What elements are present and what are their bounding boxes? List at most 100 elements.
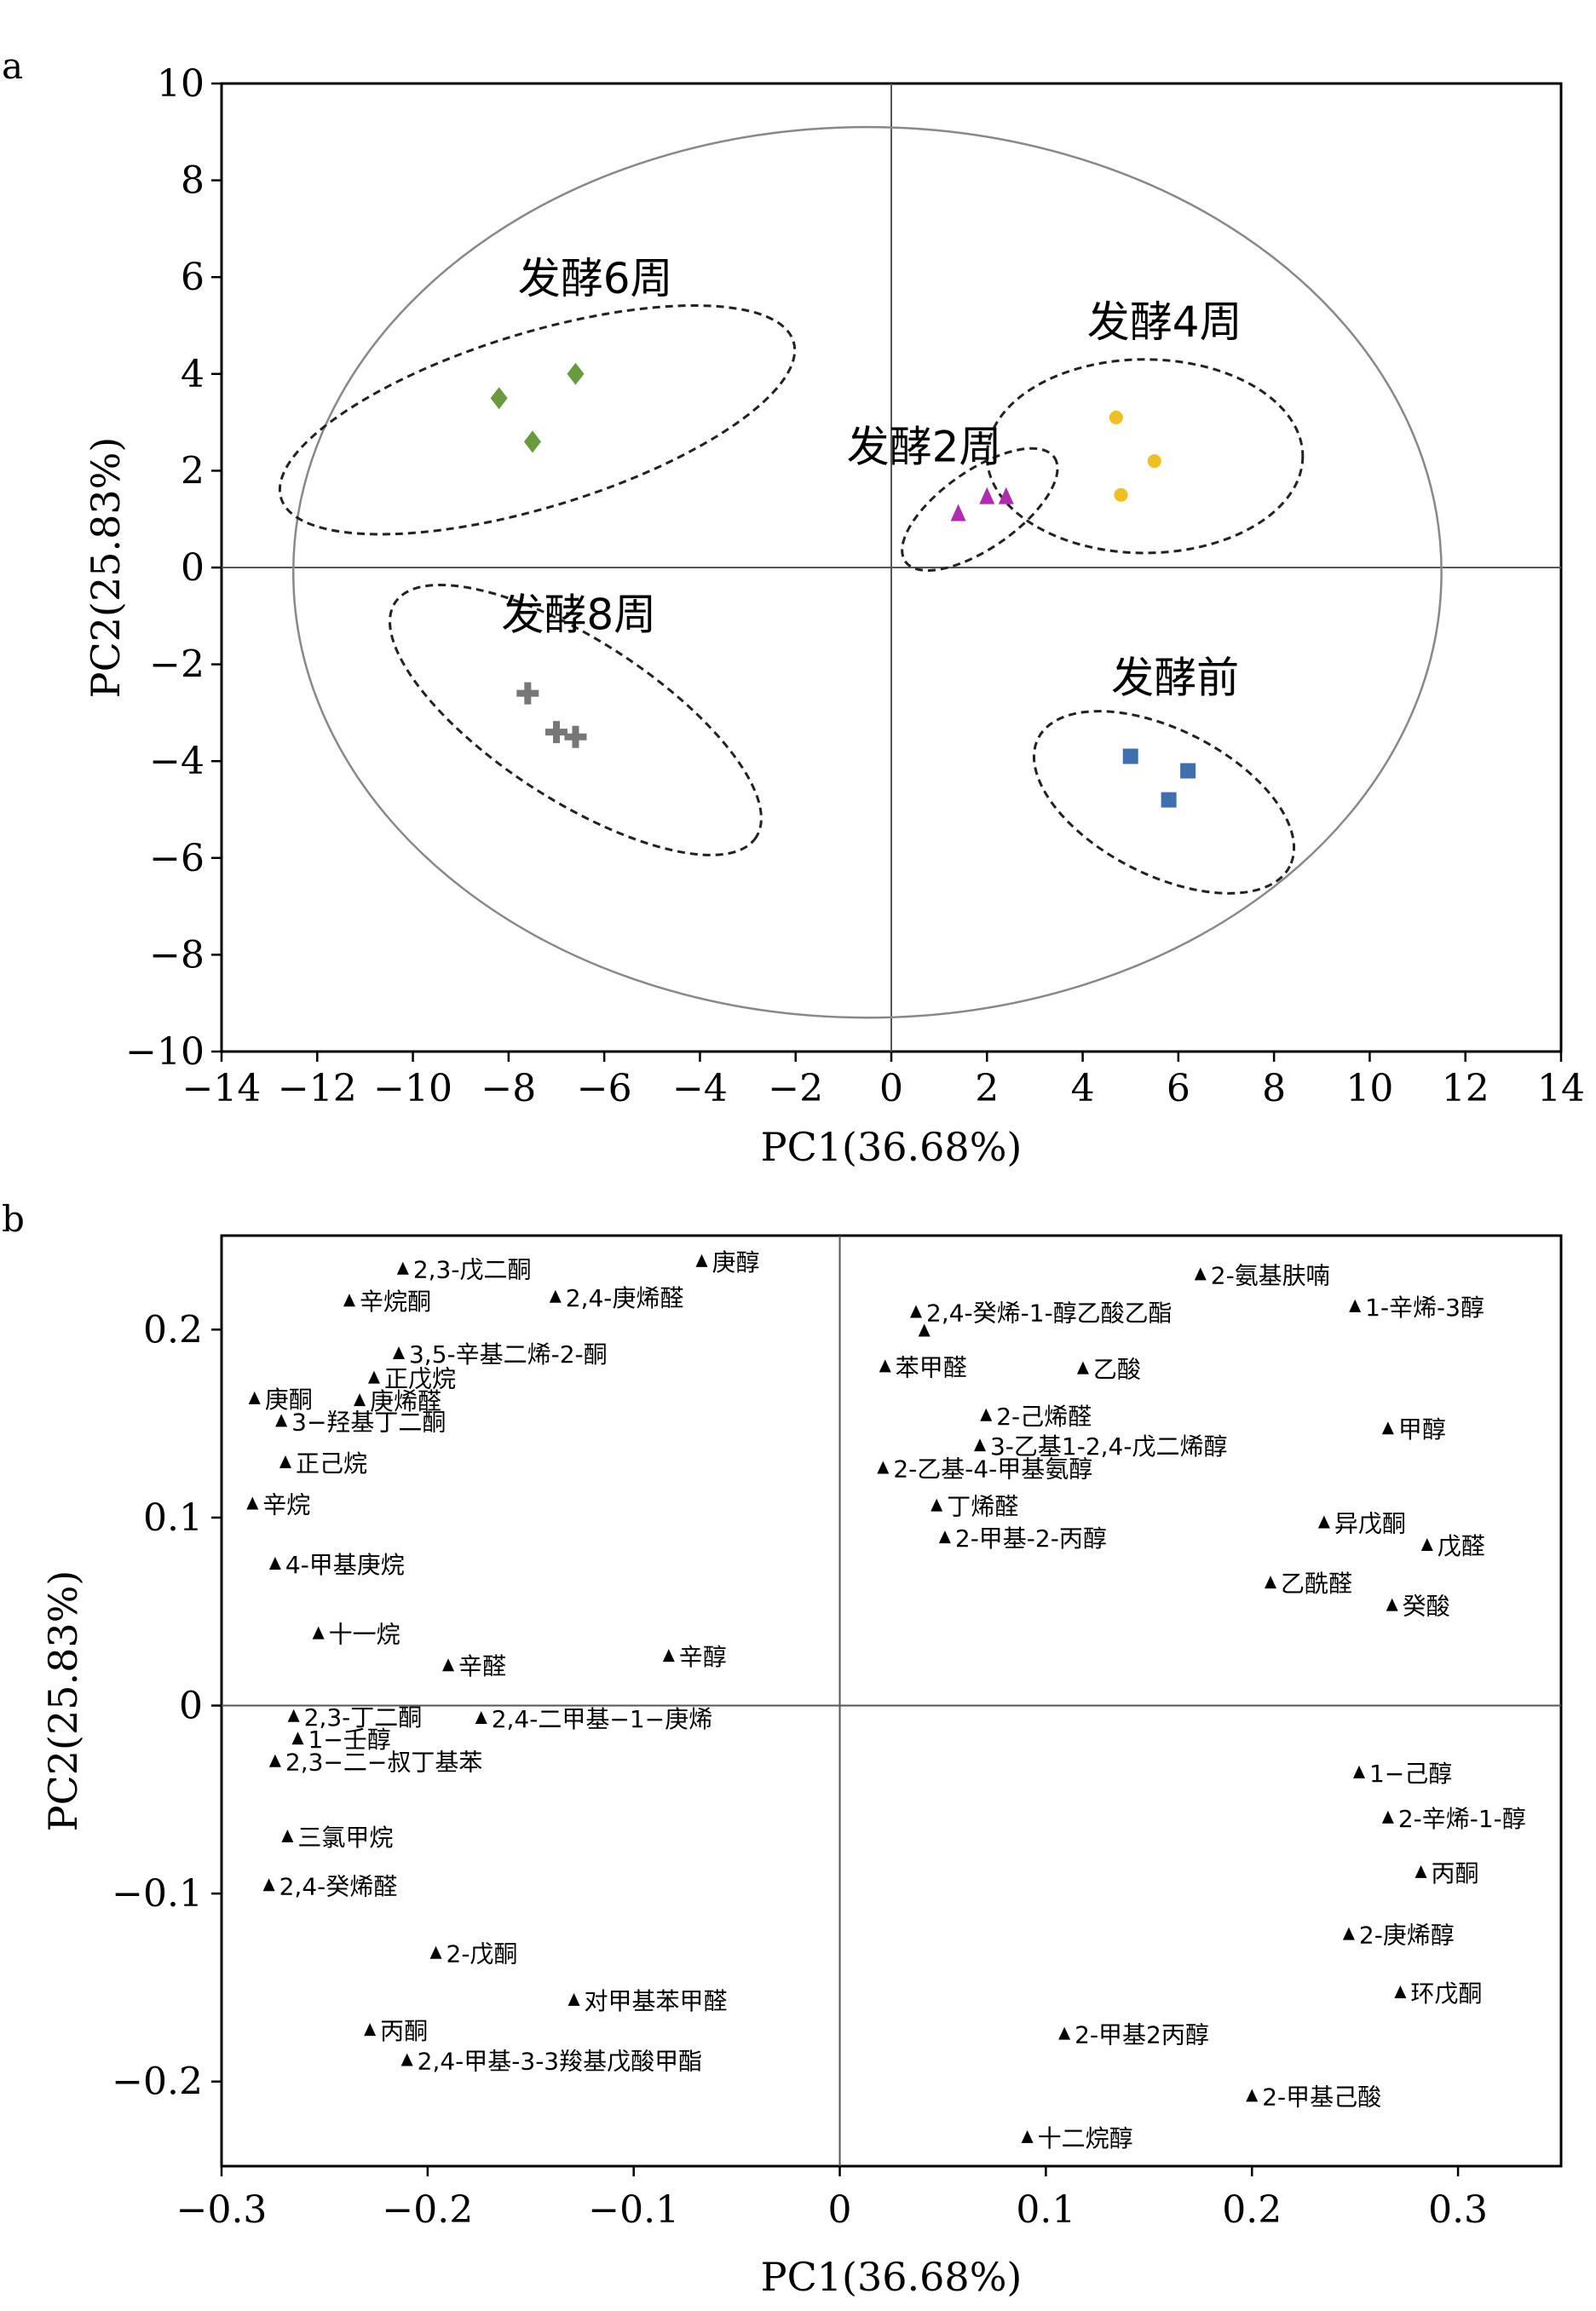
y-tick-label: −6 [149, 837, 205, 880]
variable-point [1342, 1927, 1355, 1940]
variable-point [1317, 1515, 1330, 1529]
y-tick-label: 0 [179, 1685, 203, 1728]
x-tick-label: −6 [577, 1067, 632, 1110]
variable-point [1021, 2129, 1034, 2143]
variable-label: 2,4-庚烯醛 [566, 1284, 684, 1312]
variable-label: 1−壬醇 [308, 1726, 390, 1754]
panel-a-group-ellipses [278, 125, 1443, 1019]
panel-b-pca-loadings: b −0.3 −0.2 −0.1 0 0.1 0.2 0.30.20.10−0.1−0.2 … [2, 1198, 1563, 2300]
variable-label: 乙酰醛 [1281, 1570, 1352, 1598]
x-tick-label: −0.2 [382, 2188, 473, 2232]
data-point [1180, 763, 1196, 779]
x-tick-label: 0 [879, 1067, 903, 1110]
variable-label: 2-甲基2丙醇 [1075, 2021, 1209, 2049]
x-tick-label: 4 [1071, 1067, 1095, 1110]
data-point [950, 504, 966, 522]
panel-a-pca-scores: a −14 −12 −10 −8 −6 −4 −2 0 2 4 6 8 10 12 141086420−2−… [2, 45, 1585, 1170]
x-tick-label: 14 [1537, 1067, 1585, 1110]
panel-b-label: b [2, 1198, 25, 1240]
variable-point [931, 1498, 943, 1512]
variable-point [400, 2053, 413, 2066]
x-tick-label: 0.3 [1428, 2188, 1488, 2232]
panel-b-zero-lines [222, 1236, 1561, 2166]
variable-label: 丙酮 [1432, 1859, 1479, 1887]
variable-label: 辛烷 [262, 1490, 310, 1519]
x-tick-label: −4 [672, 1067, 728, 1110]
variable-point [1194, 1267, 1207, 1281]
variable-point [287, 1709, 300, 1722]
variable-label: 丙酮 [380, 2017, 428, 2045]
y-tick-label: −4 [149, 740, 205, 783]
panel-a-zero-lines [222, 84, 1561, 1052]
variable-label: 辛烷酮 [360, 1288, 431, 1316]
variable-label: 对甲基苯甲醛 [585, 1987, 728, 2015]
variable-label: 1−己醇 [1369, 1760, 1452, 1788]
variable-point [1352, 1765, 1365, 1778]
variable-point [1264, 1576, 1276, 1589]
panel-a-axis-ticks [211, 82, 1563, 1062]
variable-point [549, 1289, 562, 1303]
variable-label: 2-辛烯-1-醇 [1398, 1805, 1526, 1833]
group-ellipse [278, 304, 797, 536]
variable-point [1394, 1985, 1407, 1999]
group-ellipse [389, 583, 763, 856]
y-tick-label: −10 [125, 1030, 205, 1074]
data-point [1122, 748, 1138, 764]
variable-label: 2-甲基己酸 [1262, 2083, 1381, 2111]
panel-b-y-axis-title: PC2(25.83%) [40, 1570, 86, 1832]
data-point [564, 725, 587, 748]
x-tick-label: 12 [1442, 1067, 1489, 1110]
variable-point [568, 1992, 580, 2006]
variable-label: 3,5-辛基二烯-2-酮 [409, 1340, 608, 1369]
y-tick-label: 8 [181, 159, 205, 203]
variable-label: 3−羟基丁二酮 [291, 1408, 446, 1436]
variable-label: 2,4-癸烯-1-醇乙酸乙酯 [926, 1299, 1173, 1327]
x-tick-label: 10 [1345, 1067, 1393, 1110]
variable-label: 十一烷 [329, 1621, 400, 1649]
variable-label: 2,4-甲基-3-3羧基戊酸甲酯 [418, 2047, 702, 2075]
data-point [979, 487, 995, 504]
x-tick-label: 0.2 [1222, 2188, 1282, 2232]
panel-a-tick-labels: −14 −12 −10 −8 −6 −4 −2 0 2 4 6 8 10 12 141086420−2−4−… [125, 62, 1585, 1110]
variable-point [1415, 1864, 1427, 1878]
x-tick-label: −14 [182, 1067, 262, 1110]
y-tick-label: 4 [181, 353, 205, 396]
variable-point [910, 1305, 923, 1318]
panel-a-label: a [2, 45, 23, 87]
variable-label: 戊醛 [1438, 1532, 1485, 1560]
variable-label: 2,4-二甲基−1−庚烯 [492, 1705, 712, 1733]
y-tick-label: 10 [157, 62, 205, 106]
variable-point [248, 1391, 261, 1404]
x-tick-label: −10 [373, 1067, 452, 1110]
data-point [490, 387, 508, 410]
variable-label: 4-甲基庚烷 [285, 1551, 405, 1579]
variable-label: 正己烷 [296, 1449, 367, 1478]
variable-point [275, 1414, 288, 1427]
variable-point [879, 1359, 891, 1373]
y-tick-label: 0 [181, 546, 205, 590]
variable-point [918, 1323, 931, 1337]
variable-label: 庚烯醛 [370, 1387, 441, 1415]
variable-point [1246, 2089, 1259, 2102]
variable-point [662, 1649, 675, 1663]
variable-point [281, 1829, 294, 1842]
panel-b-plot-frame [220, 1234, 1563, 2168]
variable-point [442, 1658, 455, 1672]
variable-point [291, 1732, 304, 1745]
data-point [567, 362, 585, 385]
variable-label: 甲醇 [1398, 1415, 1446, 1444]
variable-point [268, 1557, 281, 1570]
group-ellipse [985, 358, 1305, 555]
group-label: 发酵4周 [1087, 297, 1242, 347]
data-point [516, 682, 539, 705]
variable-point [695, 1253, 708, 1267]
x-tick-label: 2 [975, 1067, 999, 1110]
variable-point [1349, 1299, 1362, 1312]
group-label: 发酵前 [1111, 654, 1239, 703]
variable-point [973, 1438, 986, 1452]
variable-label: 异戊酮 [1334, 1510, 1406, 1538]
variable-label: 苯甲醛 [896, 1353, 967, 1381]
x-tick-label: −12 [278, 1067, 357, 1110]
x-tick-label: −8 [481, 1067, 536, 1110]
